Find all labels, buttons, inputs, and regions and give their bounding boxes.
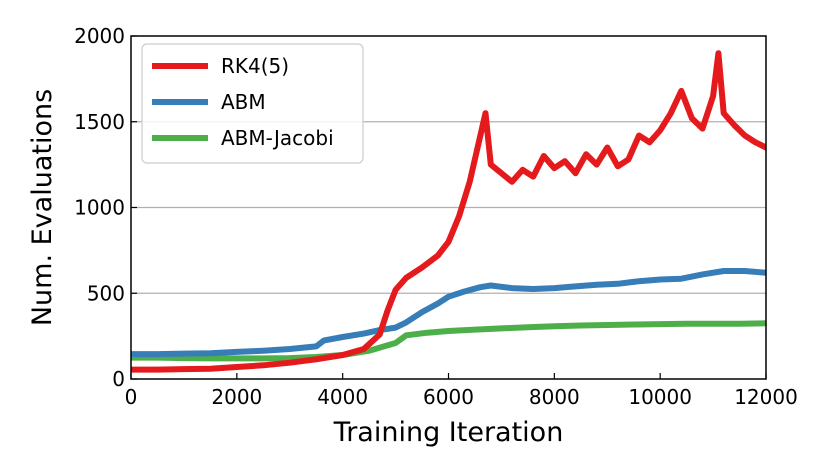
y-axis-ticks: 0 500 1000 1500 2000 bbox=[74, 24, 137, 391]
y-axis-label: Num. Evaluations bbox=[27, 89, 58, 326]
x-tick-label: 4000 bbox=[317, 385, 368, 409]
x-axis-label: Training Iteration bbox=[333, 417, 564, 448]
legend-label: ABM-Jacobi bbox=[221, 126, 334, 150]
y-tick-label: 1000 bbox=[74, 196, 125, 220]
x-tick-label: 10000 bbox=[628, 385, 692, 409]
series-line-rk4-5 bbox=[131, 50, 766, 373]
legend: RK4(5) ABM ABM-Jacobi bbox=[141, 43, 364, 164]
legend-box bbox=[141, 43, 364, 164]
legend-label: RK4(5) bbox=[221, 54, 289, 78]
y-tick-label: 500 bbox=[87, 281, 125, 305]
x-tick-label: 8000 bbox=[529, 385, 580, 409]
x-tick-label: 2000 bbox=[211, 385, 262, 409]
series-line-abm-jacobi bbox=[131, 320, 766, 362]
x-axis-ticks: 0 2000 4000 6000 8000 10000 12000 bbox=[125, 373, 798, 409]
x-tick-label: 0 bbox=[125, 385, 138, 409]
y-tick-label: 1500 bbox=[74, 110, 125, 134]
x-tick-label: 12000 bbox=[734, 385, 798, 409]
legend-label: ABM bbox=[221, 90, 266, 114]
y-tick-label: 2000 bbox=[74, 24, 125, 48]
y-tick-label: 0 bbox=[112, 367, 125, 391]
series-layer bbox=[131, 50, 766, 373]
x-tick-label: 6000 bbox=[423, 385, 474, 409]
series-line-abm bbox=[131, 268, 766, 358]
